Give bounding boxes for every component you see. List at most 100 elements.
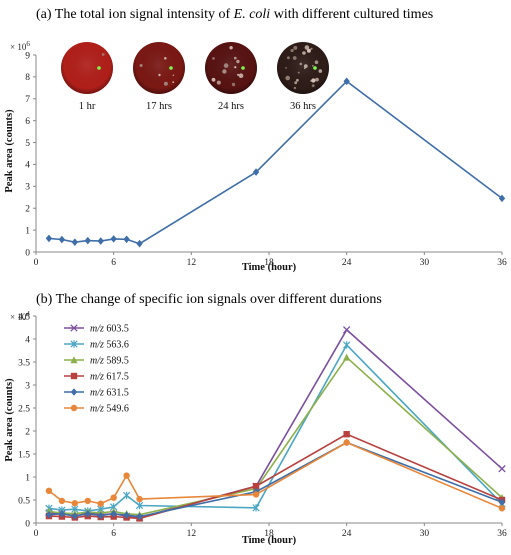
culture-image: 17 hrs — [133, 42, 185, 112]
chart-a-y-tick-label: 3 — [25, 183, 30, 193]
chart-b-x-tick-label: 30 — [420, 529, 430, 539]
culture-dish-shade — [277, 42, 329, 94]
culture-image-label: 17 hrs — [146, 101, 172, 112]
chart-a-x-tick-label: 30 — [420, 258, 430, 268]
chart-b-legend-item: m/z 549.6 — [64, 404, 129, 415]
culture-dish-shade — [61, 42, 113, 94]
chart-a-data-point — [84, 236, 91, 245]
culture-image: 36 hrs — [277, 42, 329, 112]
chart-a-y-tick-label: 4 — [25, 161, 30, 171]
chart-a-y-tick-label: 2 — [25, 205, 30, 215]
chart-b-y-tick-label: 4.5 — [18, 312, 30, 322]
chart-b-data-point — [84, 510, 91, 518]
chart-a-x-tick-label: 24 — [342, 258, 352, 268]
chart-b-series-line — [48, 343, 503, 512]
chart-b-legend-item: m/z 589.5 — [64, 356, 129, 367]
chart-b-series-4 — [45, 438, 506, 521]
chart-b-data-point — [123, 511, 130, 519]
chart-b-y-tick-label: 1.5 — [18, 450, 30, 460]
chart-a-y-tick-label: 7 — [25, 95, 30, 105]
chart-a-y-tick-label: 8 — [25, 73, 30, 83]
chart-a-x-axis-label: Time (hour) — [242, 262, 297, 273]
chart-b-data-point — [58, 510, 66, 518]
chart-a-data-point — [97, 237, 104, 245]
chart-b-data-point — [252, 483, 260, 490]
chart-b-x-tick-label: 36 — [497, 529, 507, 539]
chart-a-y-axis-label: Peak area (counts) — [4, 109, 15, 193]
chart-a-data-point — [343, 77, 350, 86]
culture-image-label: 1 hr — [79, 101, 96, 112]
chart-b-legend-item: m/z 603.5 — [64, 324, 129, 335]
chart-b-y-multiplier: × 104 — [10, 310, 30, 322]
chart-b-legend-swatch-marker — [70, 372, 78, 380]
chart-b-x-tick-label: 18 — [264, 529, 274, 539]
chart-b-legend-label: m/z 563.6 — [90, 340, 129, 351]
chart-b-data-point — [110, 510, 117, 518]
chart-b-legend-swatch-marker — [70, 388, 78, 396]
chart-b-legend-swatch-marker — [70, 340, 78, 348]
chart-b-data-point — [343, 431, 350, 438]
culture-image-label: 36 hrs — [290, 101, 316, 112]
chart-a-title-prefix: (a) The total ion signal intensity of — [36, 7, 234, 22]
chart-a-y-tick-label: 5 — [25, 139, 30, 149]
chart-b-y-tick-label: 4 — [25, 335, 30, 345]
chart-a-data-point — [123, 235, 130, 244]
chart-b-y-tick-label: 2.5 — [18, 404, 30, 414]
chart-b-legend-label: m/z 631.5 — [90, 388, 129, 399]
chart-b-data-point — [252, 491, 260, 498]
chart-b-data-point — [343, 326, 351, 334]
chart-a-series-0 — [45, 77, 506, 248]
chart-b-data-point — [136, 512, 143, 521]
chart-a-y-tick-label: 9 — [25, 51, 30, 61]
chart-a-data-point — [498, 194, 506, 203]
chart-b-data-point — [252, 504, 260, 512]
chart-b-data-point — [84, 497, 91, 505]
culture-image-label: 24 hrs — [218, 101, 244, 112]
chart-a-x-tick-label: 0 — [34, 258, 39, 268]
chart-b-data-point — [135, 501, 144, 510]
chart-a-series-line — [48, 80, 503, 245]
chart-a-x-tick-label: 18 — [264, 258, 274, 268]
chart-b-data-point — [343, 341, 351, 349]
chart-b-data-point — [343, 353, 351, 361]
chart-b-legend-label: m/z 617.5 — [90, 372, 129, 383]
chart-a-x-tick-label: 12 — [187, 258, 197, 268]
chart-b-series-1 — [45, 341, 506, 515]
chart-b-y-tick-label: 2 — [25, 427, 30, 437]
chart-a-x-tick-label: 36 — [497, 258, 507, 268]
culture-image: 24 hrs — [205, 42, 257, 112]
chart-b-x-tick-label: 12 — [187, 529, 197, 539]
chart-b-x-tick-label: 24 — [342, 529, 352, 539]
chart-b-y-tick-label: 0.5 — [18, 496, 30, 506]
chart-b-data-point — [122, 491, 131, 500]
chart-b-data-point — [110, 494, 117, 501]
chart-a-x-tick-label: 6 — [111, 258, 116, 268]
chart-b-legend-label: m/z 603.5 — [90, 324, 129, 335]
chart-a-y-tick-label: 0 — [25, 248, 30, 258]
chart-b-legend-item: m/z 617.5 — [64, 372, 129, 383]
chart-b-data-point — [45, 510, 53, 519]
chart-b-data-point — [45, 487, 53, 494]
chart-b-legend-swatch-marker — [70, 324, 78, 332]
chart-b-x-tick-label: 0 — [34, 529, 39, 539]
chart-b-legend: m/z 603.5 m/z 563.6 m/z 589.5 m/z 617.5 m/z … — [64, 324, 129, 415]
chart-b-data-point — [58, 497, 66, 505]
chart-b-y-tick-label: 1 — [25, 473, 30, 483]
chart-b-legend-item: m/z 631.5 — [64, 388, 129, 399]
chart-a-y-tick-label: 1 — [25, 226, 30, 236]
chart-b-data-point — [498, 505, 506, 512]
chart-b-title: (b) The change of specific ion signals o… — [36, 292, 382, 307]
chart-b-legend-label: m/z 549.6 — [90, 404, 129, 415]
chart-a-data-point — [110, 235, 117, 243]
chart-b-data-point — [71, 512, 79, 520]
chart-b-data-point — [97, 500, 104, 507]
chart-b-series-5 — [45, 439, 506, 512]
chart-b-data-point — [343, 439, 350, 446]
chart-b-y-tick-label: 3 — [25, 381, 30, 391]
culture-dish-shade — [133, 42, 185, 94]
chart-b-data-point — [498, 498, 506, 507]
chart-a-data-point — [136, 239, 143, 248]
culture-image: 1 hr — [61, 42, 113, 112]
